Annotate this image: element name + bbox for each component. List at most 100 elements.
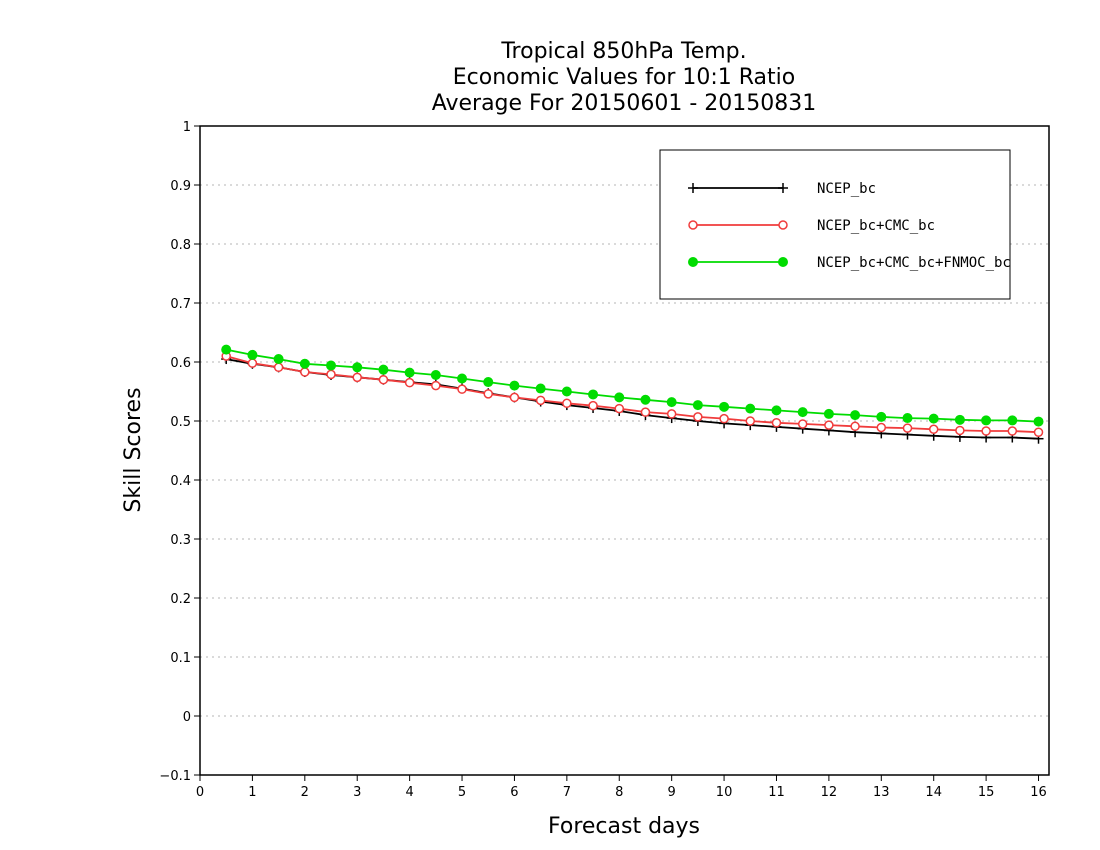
axis-ticks: −0.100.10.20.30.40.50.60.70.80.910 1 2 3 4 5 6… bbox=[159, 120, 1046, 800]
data-point bbox=[273, 362, 284, 373]
legend-label: NCEP_bc+CMC_bc bbox=[817, 218, 935, 234]
data-point bbox=[745, 416, 756, 426]
plot-frame bbox=[199, 125, 1050, 776]
x-axis-label: Forecast days bbox=[548, 814, 700, 839]
data-point bbox=[378, 374, 389, 385]
data-point bbox=[1007, 426, 1018, 436]
y-tick-label: 1 bbox=[183, 120, 191, 135]
legend-marker bbox=[778, 257, 788, 267]
data-point bbox=[640, 407, 651, 417]
data-point bbox=[561, 386, 572, 397]
chart-title-line-1: Tropical 850hPa Temp. bbox=[500, 39, 746, 64]
x-tick-label: 1 bbox=[248, 785, 256, 800]
series-2 bbox=[221, 351, 1044, 437]
data-point bbox=[850, 410, 861, 421]
x-tick-label: 2 bbox=[301, 785, 309, 800]
x-tick-label: 4 bbox=[405, 785, 413, 800]
x-tick-label: 16 bbox=[1030, 785, 1047, 800]
legend-label: NCEP_bc+CMC_bc+FNMOC_bc bbox=[817, 255, 1011, 271]
x-tick-label: 8 bbox=[615, 785, 623, 800]
data-point bbox=[614, 403, 625, 414]
data-point bbox=[588, 389, 599, 400]
data-point bbox=[640, 394, 651, 405]
data-point bbox=[535, 395, 546, 406]
data-point bbox=[876, 411, 887, 422]
data-point bbox=[404, 377, 415, 388]
data-point bbox=[1033, 427, 1044, 437]
data-point bbox=[509, 392, 520, 403]
data-point bbox=[876, 422, 887, 433]
series-layer bbox=[221, 344, 1044, 444]
x-tick-label: 0 bbox=[196, 785, 204, 800]
data-point bbox=[457, 373, 468, 384]
data-point bbox=[928, 413, 939, 424]
data-point bbox=[562, 398, 572, 409]
data-point bbox=[326, 360, 337, 371]
data-point bbox=[692, 400, 703, 411]
legend-entry-1: NCEP_bc bbox=[688, 181, 876, 197]
x-tick-label: 10 bbox=[716, 785, 733, 800]
data-point bbox=[771, 418, 782, 428]
data-point bbox=[902, 423, 913, 433]
legend-marker bbox=[688, 183, 698, 193]
data-point bbox=[299, 358, 310, 369]
data-point bbox=[797, 419, 808, 429]
x-tick-label: 14 bbox=[925, 785, 942, 800]
data-point bbox=[666, 409, 677, 419]
y-tick-label: 0.9 bbox=[170, 179, 191, 194]
y-tick-label: 0.1 bbox=[170, 651, 191, 666]
x-tick-label: 6 bbox=[510, 785, 518, 800]
data-point bbox=[955, 425, 965, 436]
data-point bbox=[666, 397, 677, 408]
y-axis-label: Skill Scores bbox=[121, 387, 146, 512]
legend-entry-2: NCEP_bc+CMC_bc bbox=[688, 218, 935, 234]
data-point bbox=[326, 369, 336, 380]
data-point bbox=[431, 380, 441, 391]
data-point bbox=[221, 344, 232, 355]
y-tick-label: 0.6 bbox=[170, 356, 191, 371]
y-tick-label: 0.5 bbox=[170, 415, 191, 430]
data-point bbox=[1007, 415, 1018, 426]
data-point bbox=[902, 413, 913, 424]
x-tick-label: 11 bbox=[768, 785, 785, 800]
data-point bbox=[719, 413, 729, 424]
x-tick-label: 5 bbox=[458, 785, 466, 800]
x-tick-label: 7 bbox=[563, 785, 571, 800]
y-tick-label: 0.7 bbox=[170, 297, 191, 312]
data-point bbox=[247, 349, 258, 360]
x-tick-label: 12 bbox=[821, 785, 838, 800]
x-tick-label: 9 bbox=[668, 785, 676, 800]
data-point bbox=[430, 369, 441, 380]
y-tick-label: 0 bbox=[183, 710, 191, 725]
legend-marker bbox=[688, 257, 698, 267]
legend-marker bbox=[688, 220, 698, 230]
data-point bbox=[457, 384, 467, 394]
data-point bbox=[1033, 416, 1044, 427]
data-point bbox=[404, 367, 415, 378]
data-point bbox=[981, 426, 991, 436]
data-point bbox=[614, 392, 625, 403]
data-point bbox=[850, 421, 860, 432]
data-point bbox=[824, 420, 834, 430]
data-point bbox=[823, 408, 834, 419]
chart-title-line-3: Average For 20150601 - 20150831 bbox=[432, 91, 817, 116]
data-point bbox=[352, 372, 362, 383]
legend-marker bbox=[778, 220, 788, 230]
x-tick-label: 3 bbox=[353, 785, 361, 800]
data-point bbox=[535, 383, 546, 394]
data-point bbox=[273, 354, 284, 365]
chart-title-line-2: Economic Values for 10:1 Ratio bbox=[453, 65, 795, 90]
x-tick-label: 15 bbox=[978, 785, 995, 800]
data-point bbox=[378, 364, 389, 375]
data-point bbox=[928, 424, 939, 435]
y-tick-label: 0.3 bbox=[170, 533, 191, 548]
data-point bbox=[483, 389, 493, 399]
x-tick-label: 13 bbox=[873, 785, 890, 800]
data-point bbox=[509, 380, 520, 391]
data-point bbox=[247, 358, 258, 368]
data-point bbox=[300, 367, 310, 377]
data-point bbox=[981, 415, 992, 426]
legend-label: NCEP_bc bbox=[817, 181, 876, 197]
data-point bbox=[954, 414, 965, 425]
